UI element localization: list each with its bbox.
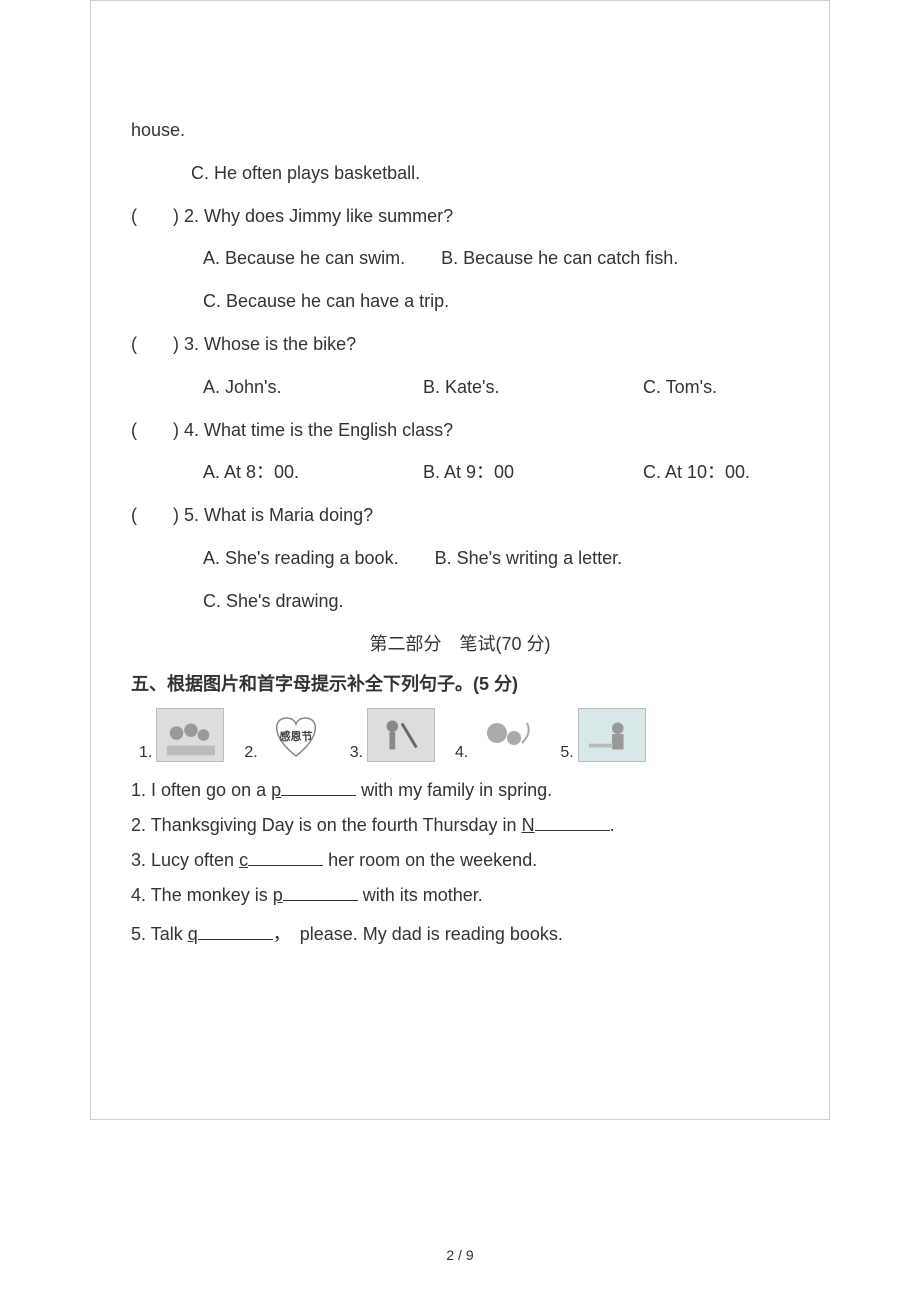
prev-option-c: C. He often plays basketball. xyxy=(131,159,789,188)
q3-text: 3. Whose is the bike? xyxy=(184,334,356,354)
q4-opt-a: A. At 8：00. xyxy=(203,458,423,487)
image-item-3: 3. xyxy=(350,708,435,762)
q4-opt-c: C. At 10：00. xyxy=(643,458,750,487)
monkey-icon xyxy=(472,708,540,762)
image-item-1: 1. xyxy=(139,708,224,762)
q2-opt-b: B. Because he can catch fish. xyxy=(441,248,678,268)
fill-2-pre: 2. Thanksgiving Day is on the fourth Thu… xyxy=(131,815,522,835)
reading-icon xyxy=(578,708,646,762)
image-item-4: 4. xyxy=(455,708,540,762)
q4-text: 4. What time is the English class? xyxy=(184,420,453,440)
section-2-header: 第二部分 笔试(70 分) xyxy=(131,630,789,656)
q2-options-ab: A. Because he can swim. B. Because he ca… xyxy=(131,244,789,273)
page-container: house. C. He often plays basketball. ( )… xyxy=(90,0,830,1120)
fill-2-blank xyxy=(535,815,610,831)
img-num-1: 1. xyxy=(139,744,152,762)
q4-options: A. At 8：00.B. At 9：00C. At 10：00. xyxy=(131,458,789,487)
fill-5-pre: 5. Talk xyxy=(131,924,188,944)
cleaning-icon xyxy=(367,708,435,762)
q5-opt-b: B. She's writing a letter. xyxy=(435,548,623,568)
q2-option-c: C. Because he can have a trip. xyxy=(131,287,789,316)
question-3: ( ) 3. Whose is the bike? xyxy=(131,330,789,359)
fill-3-blank xyxy=(248,850,323,866)
answer-blank: ( ) xyxy=(131,420,184,440)
fill-4-pre: 4. The monkey is xyxy=(131,885,273,905)
fill-2: 2. Thanksgiving Day is on the fourth Thu… xyxy=(131,815,789,836)
image-item-2: 2. 感恩节 xyxy=(244,708,329,762)
question-5: ( ) 5. What is Maria doing? xyxy=(131,501,789,530)
picnic-icon xyxy=(156,708,224,762)
answer-blank: ( ) xyxy=(131,206,184,226)
fill-3-pre: 3. Lucy often xyxy=(131,850,239,870)
q2-opt-a: A. Because he can swim. xyxy=(203,248,405,268)
q2-text: 2. Why does Jimmy like summer? xyxy=(184,206,453,226)
q5-options-ab: A. She's reading a book. B. She's writin… xyxy=(131,544,789,573)
continuation-word: house. xyxy=(131,116,789,145)
fill-2-letter: N xyxy=(522,815,535,835)
answer-blank: ( ) xyxy=(131,334,184,354)
image-row: 1. 2. 感恩节 3. 4. 5. xyxy=(131,708,789,762)
img-num-3: 3. xyxy=(350,744,363,762)
img-num-5: 5. xyxy=(560,744,573,762)
fill-4: 4. The monkey is p with its mother. xyxy=(131,885,789,906)
page-number: 2 / 9 xyxy=(0,1247,920,1263)
q3-opt-b: B. Kate's. xyxy=(423,373,643,402)
fill-3: 3. Lucy often c her room on the weekend. xyxy=(131,850,789,871)
q3-options: A. John's.B. Kate's.C. Tom's. xyxy=(131,373,789,402)
section-5-title: 五、根据图片和首字母提示补全下列句子。(5 分) xyxy=(131,670,789,696)
fill-sentences: 1. I often go on a p with my family in s… xyxy=(131,780,789,946)
fill-4-blank xyxy=(283,885,358,901)
image-item-5: 5. xyxy=(560,708,645,762)
fill-5-post: ， please. My dad is reading books. xyxy=(273,924,563,944)
fill-1-blank xyxy=(281,780,356,796)
fill-3-letter: c xyxy=(239,850,248,870)
fill-4-letter: p xyxy=(273,885,283,905)
answer-blank: ( ) xyxy=(131,505,184,525)
q5-opt-a: A. She's reading a book. xyxy=(203,548,399,568)
fill-1-post: with my family in spring. xyxy=(356,780,552,800)
fill-4-post: with its mother. xyxy=(358,885,483,905)
q3-opt-c: C. Tom's. xyxy=(643,373,717,402)
q4-opt-b: B. At 9：00 xyxy=(423,458,643,487)
img-num-2: 2. xyxy=(244,744,257,762)
q3-opt-a: A. John's. xyxy=(203,373,423,402)
fill-1: 1. I often go on a p with my family in s… xyxy=(131,780,789,801)
question-2: ( ) 2. Why does Jimmy like summer? xyxy=(131,202,789,231)
question-4: ( ) 4. What time is the English class? xyxy=(131,416,789,445)
q5-option-c: C. She's drawing. xyxy=(131,587,789,616)
fill-1-letter: p xyxy=(271,780,281,800)
fill-3-post: her room on the weekend. xyxy=(323,850,537,870)
heart-icon: 感恩节 xyxy=(262,708,330,762)
svg-text:感恩节: 感恩节 xyxy=(279,729,312,743)
fill-5: 5. Talk q ， please. My dad is reading boo… xyxy=(131,920,789,946)
fill-1-pre: 1. I often go on a xyxy=(131,780,271,800)
img-num-4: 4. xyxy=(455,744,468,762)
q5-text: 5. What is Maria doing? xyxy=(184,505,373,525)
fill-5-blank xyxy=(198,924,273,940)
fill-5-letter: q xyxy=(188,924,198,944)
fill-2-post: . xyxy=(610,815,615,835)
